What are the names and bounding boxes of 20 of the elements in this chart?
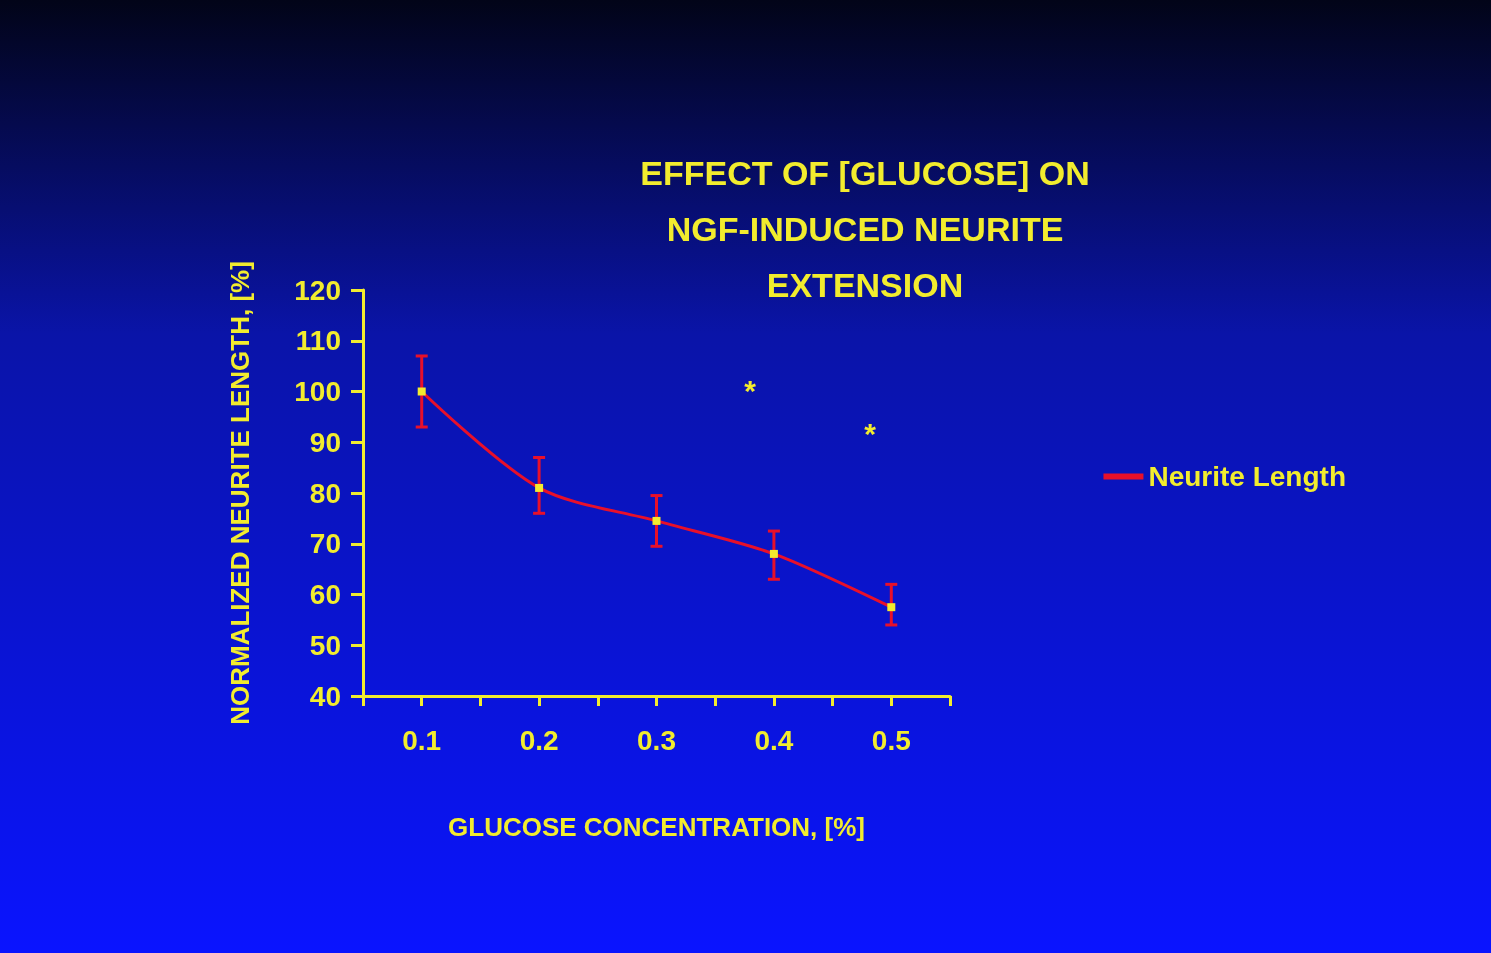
chart-title: EFFECT OF [GLUCOSE] ON NGF-INDUCED NEURITE EXTENSION [640,154,1090,304]
y-axis-title: NORMALIZED NEURITE LENGTH, [%] [225,261,255,725]
x-tick-label: 0.4 [754,724,794,756]
annotation: * [744,373,757,407]
y-tick-label: 50 [309,629,341,661]
x-axis-title: GLUCOSE CONCENTRATION, [%] [448,812,865,842]
x-tick-label: 0.2 [519,724,559,756]
y-tick-label: 80 [309,477,341,509]
x-tick-label: 0.5 [871,724,911,756]
y-tick-label: 90 [309,426,341,458]
annotation: * [864,416,877,450]
x-tick-label: 0.3 [637,724,676,756]
y-tick-label: 70 [309,528,341,560]
y-tick-label: 40 [309,680,341,712]
y-tick-label: 60 [309,579,341,610]
legend-label: Neurite Length [1148,461,1346,492]
y-tick-label: 110 [295,325,341,357]
y-tick-label: 100 [294,376,341,407]
x-tick-label: 0.1 [402,724,442,756]
y-tick-label: 120 [294,274,341,306]
